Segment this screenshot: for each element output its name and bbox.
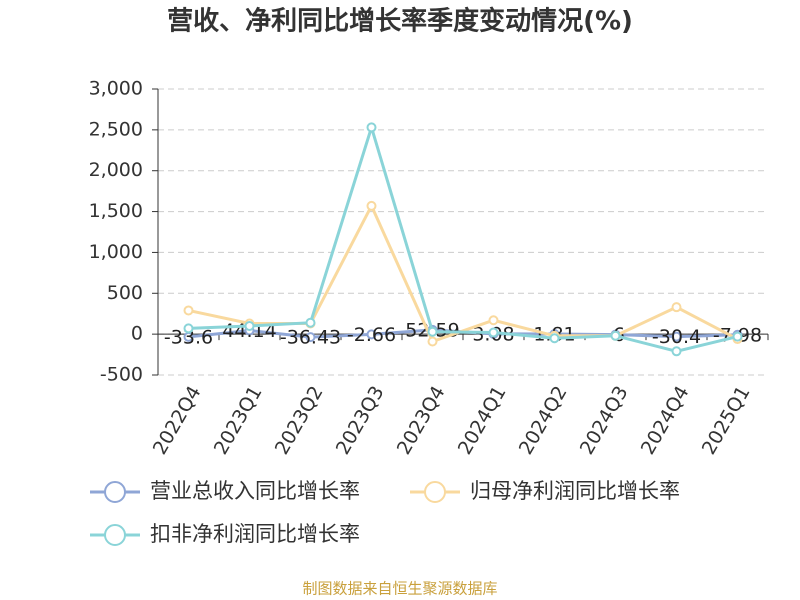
data-point bbox=[488, 327, 499, 338]
x-tick-label: 2024Q1 bbox=[454, 382, 511, 458]
data-point bbox=[671, 346, 682, 357]
data-point bbox=[366, 329, 377, 340]
y-tick-label: 0 bbox=[131, 323, 143, 345]
x-tick-label: 2024Q4 bbox=[637, 382, 694, 458]
y-tick-label: -500 bbox=[100, 364, 143, 386]
legend-label: 扣非净利润同比增长率 bbox=[150, 522, 360, 546]
x-tick-label: 2022Q4 bbox=[149, 382, 206, 458]
legend-marker bbox=[424, 481, 446, 503]
legend-marker bbox=[104, 481, 126, 503]
legend-label: 营业总收入同比增长率 bbox=[150, 479, 360, 503]
data-point bbox=[305, 317, 316, 328]
x-tick-label: 2023Q3 bbox=[332, 382, 389, 458]
y-tick-label: 2,000 bbox=[89, 159, 143, 181]
data-point bbox=[671, 331, 682, 342]
series-line bbox=[188, 122, 738, 353]
x-tick-label: 2025Q1 bbox=[698, 382, 755, 458]
x-tick-label: 2024Q3 bbox=[576, 382, 633, 458]
data-point bbox=[488, 315, 499, 326]
data-point bbox=[610, 330, 621, 341]
data-label: -36.43 bbox=[280, 327, 341, 349]
data-point bbox=[366, 122, 377, 133]
data-point bbox=[427, 326, 438, 337]
x-tick-label: 2024Q2 bbox=[515, 382, 572, 458]
chart-title: 营收、净利同比增长率季度变动情况(%) bbox=[167, 6, 633, 37]
data-point bbox=[549, 333, 560, 344]
source-note: 制图数据来自恒生聚源数据库 bbox=[302, 580, 497, 598]
y-tick-label: 1,500 bbox=[89, 200, 143, 222]
data-label: -30.4 bbox=[652, 326, 701, 348]
x-tick-label: 2023Q1 bbox=[210, 382, 267, 458]
y-tick-label: 1,000 bbox=[89, 241, 143, 263]
data-label: -33.6 bbox=[164, 326, 213, 348]
data-point bbox=[732, 331, 743, 342]
x-tick-label: 2023Q4 bbox=[393, 382, 450, 458]
data-point bbox=[183, 323, 194, 334]
data-point bbox=[427, 336, 438, 347]
data-point bbox=[244, 320, 255, 331]
legend-marker bbox=[104, 524, 126, 546]
data-point bbox=[305, 332, 316, 343]
data-label: -2.66 bbox=[347, 324, 396, 346]
data-point bbox=[671, 302, 682, 313]
y-tick-label: 3,000 bbox=[89, 78, 143, 100]
data-point bbox=[183, 305, 194, 316]
y-tick-label: 500 bbox=[107, 282, 143, 304]
x-tick-label: 2023Q2 bbox=[271, 382, 328, 458]
data-point bbox=[366, 200, 377, 211]
y-tick-label: 2,500 bbox=[89, 118, 143, 140]
legend-label: 归母净利润同比增长率 bbox=[470, 479, 680, 503]
